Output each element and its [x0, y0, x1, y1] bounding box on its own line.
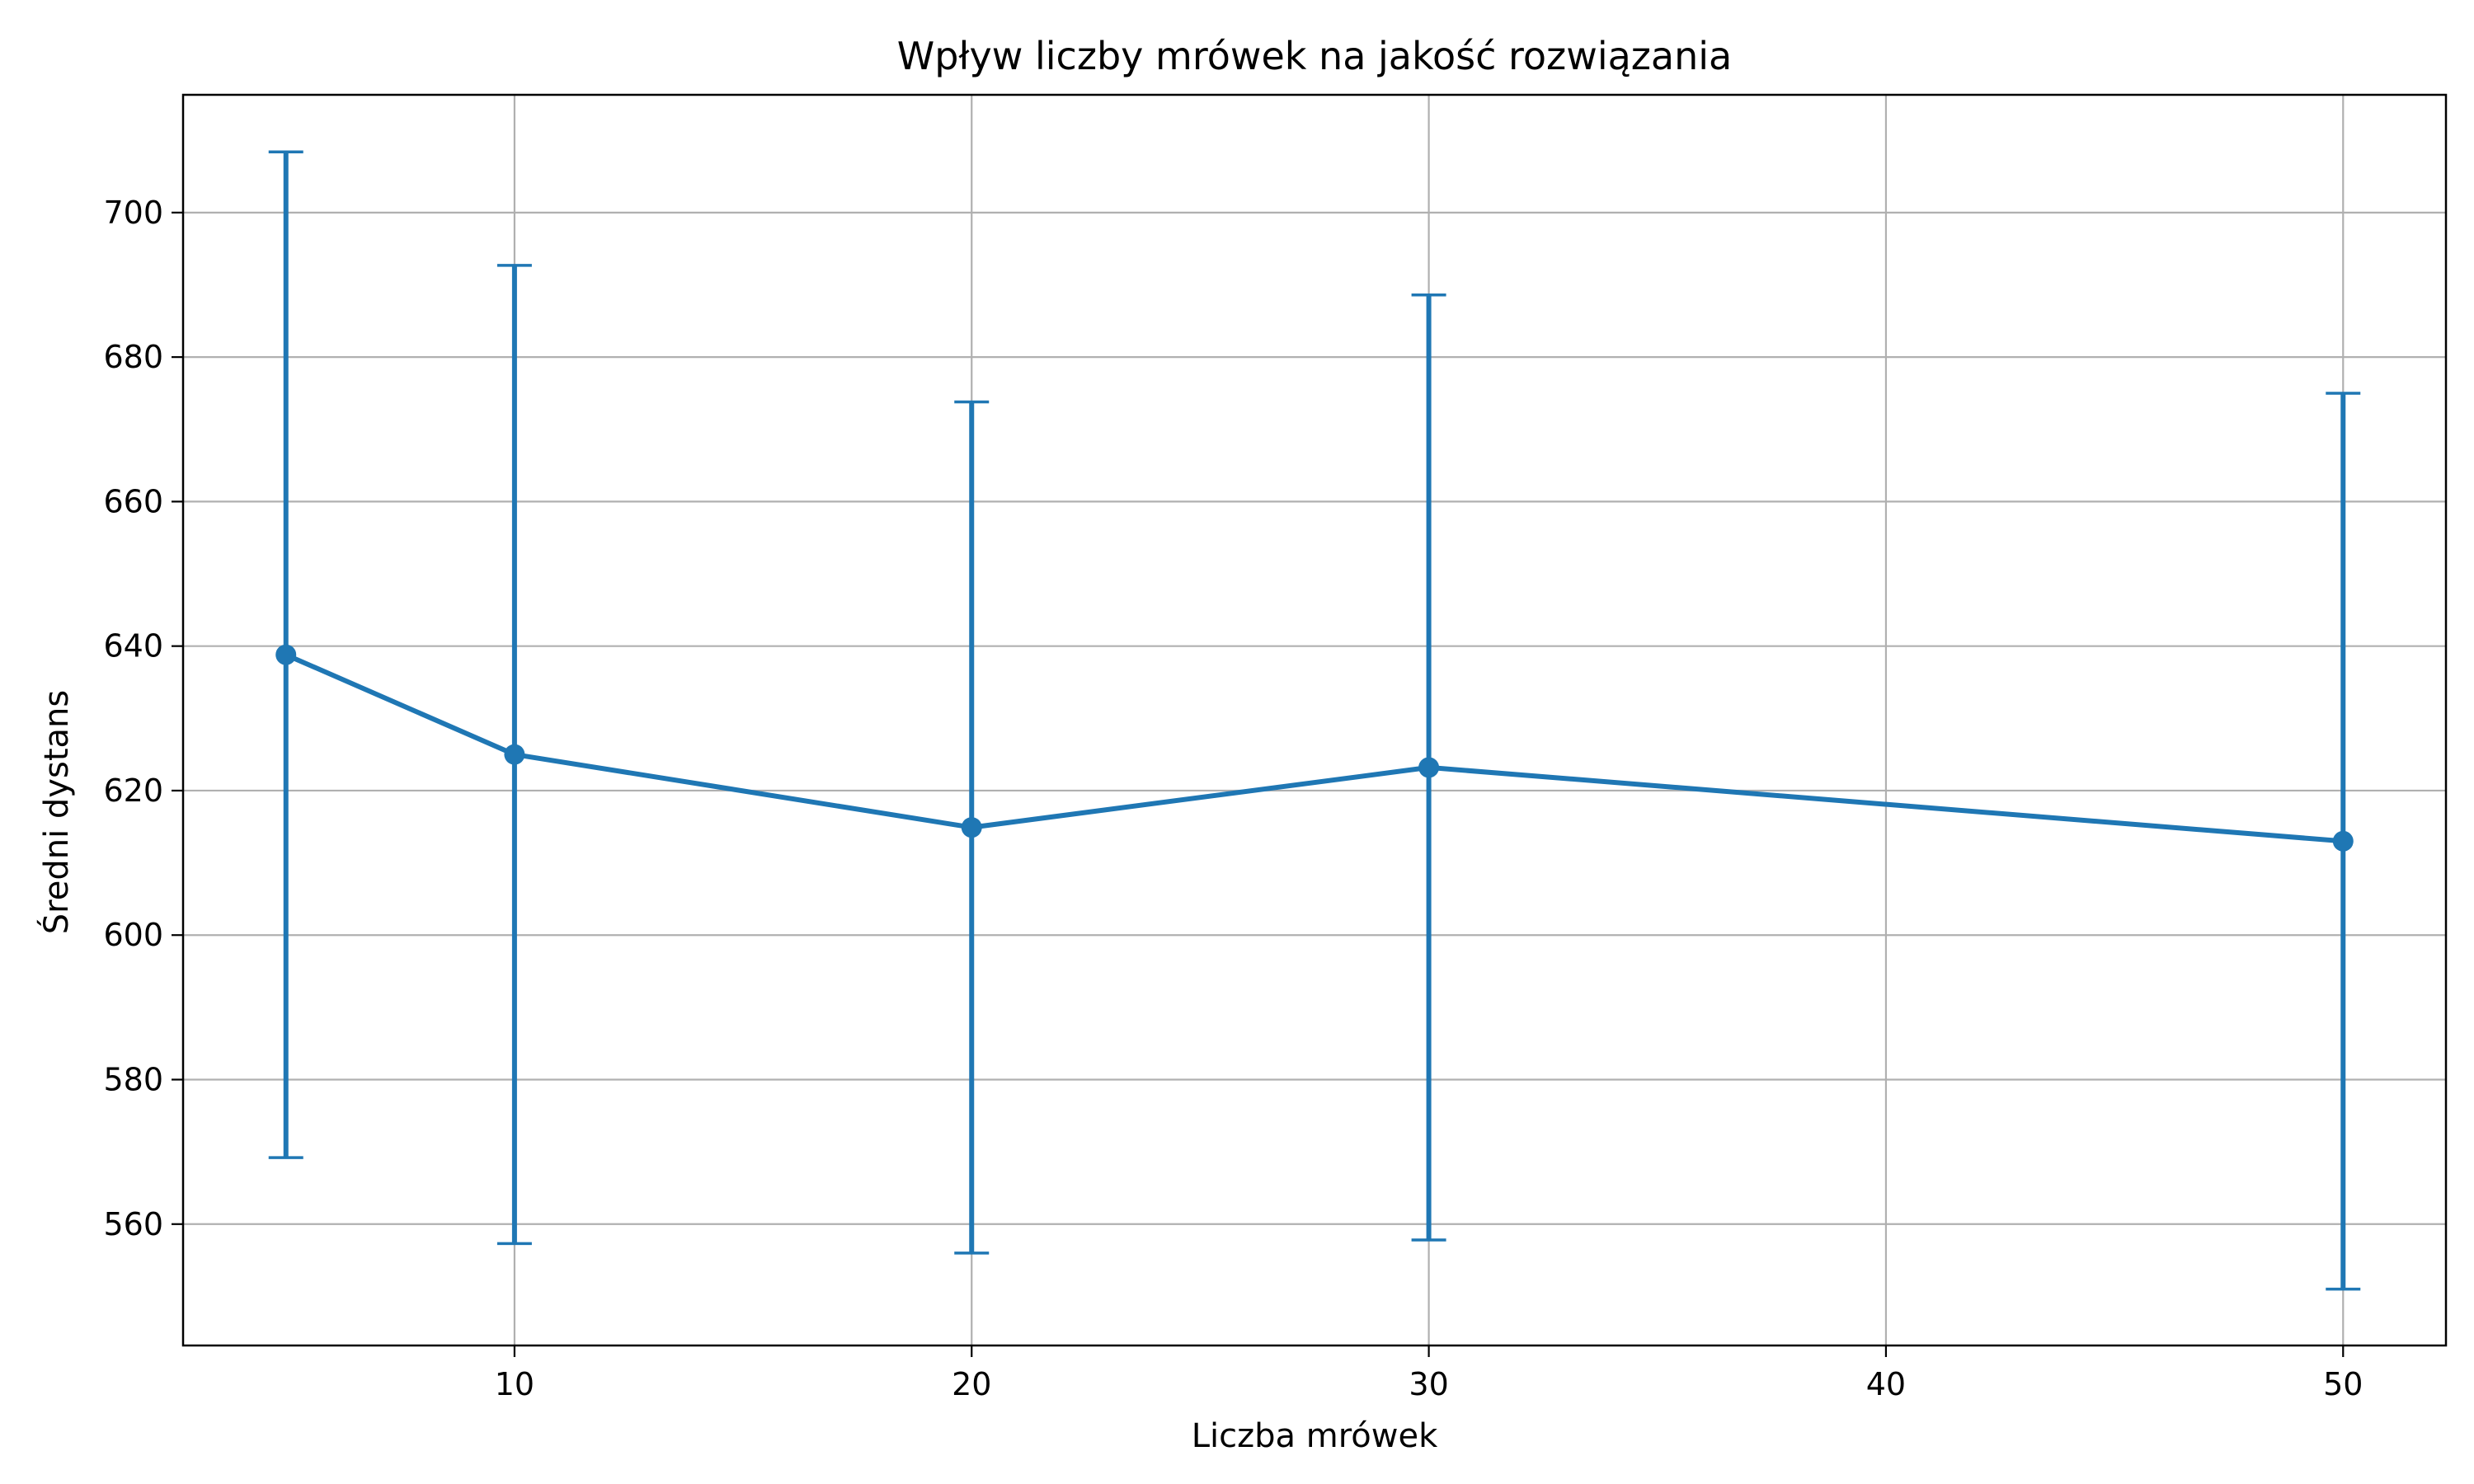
x-tick-label: 30	[1409, 1366, 1448, 1402]
y-tick-label: 680	[103, 339, 163, 375]
x-tick-label: 20	[952, 1366, 991, 1402]
chart-title: Wpływ liczby mrówek na jakość rozwiązani…	[897, 34, 1733, 78]
y-tick-label: 580	[103, 1061, 163, 1097]
series-line	[285, 652, 2344, 844]
data-point	[1418, 757, 1440, 778]
y-axis-label: Średni dystans	[36, 690, 76, 934]
y-tick-label: 560	[103, 1206, 163, 1242]
y-tick-label: 640	[103, 628, 163, 665]
x-axis-ticks: 10 20 30 40 50	[495, 1345, 2363, 1402]
y-tick-label: 600	[103, 917, 163, 953]
x-axis-label: Liczba mrówek	[1192, 1417, 1438, 1455]
y-tick-label: 700	[103, 195, 163, 231]
x-tick-label: 50	[2323, 1366, 2363, 1402]
data-point	[2332, 830, 2354, 852]
grid-lines	[183, 95, 2446, 1345]
data-point	[504, 744, 525, 765]
series-1	[268, 150, 2361, 1291]
y-axis-ticks: 560 580 600 620 640 660 680 700	[103, 195, 183, 1242]
data-point	[275, 644, 297, 665]
y-tick-label: 620	[103, 773, 163, 809]
x-tick-label: 40	[1866, 1366, 1906, 1402]
plot-frame	[181, 93, 2448, 1347]
data-point	[961, 817, 982, 838]
y-tick-label: 660	[103, 483, 163, 519]
x-tick-label: 10	[495, 1366, 534, 1402]
